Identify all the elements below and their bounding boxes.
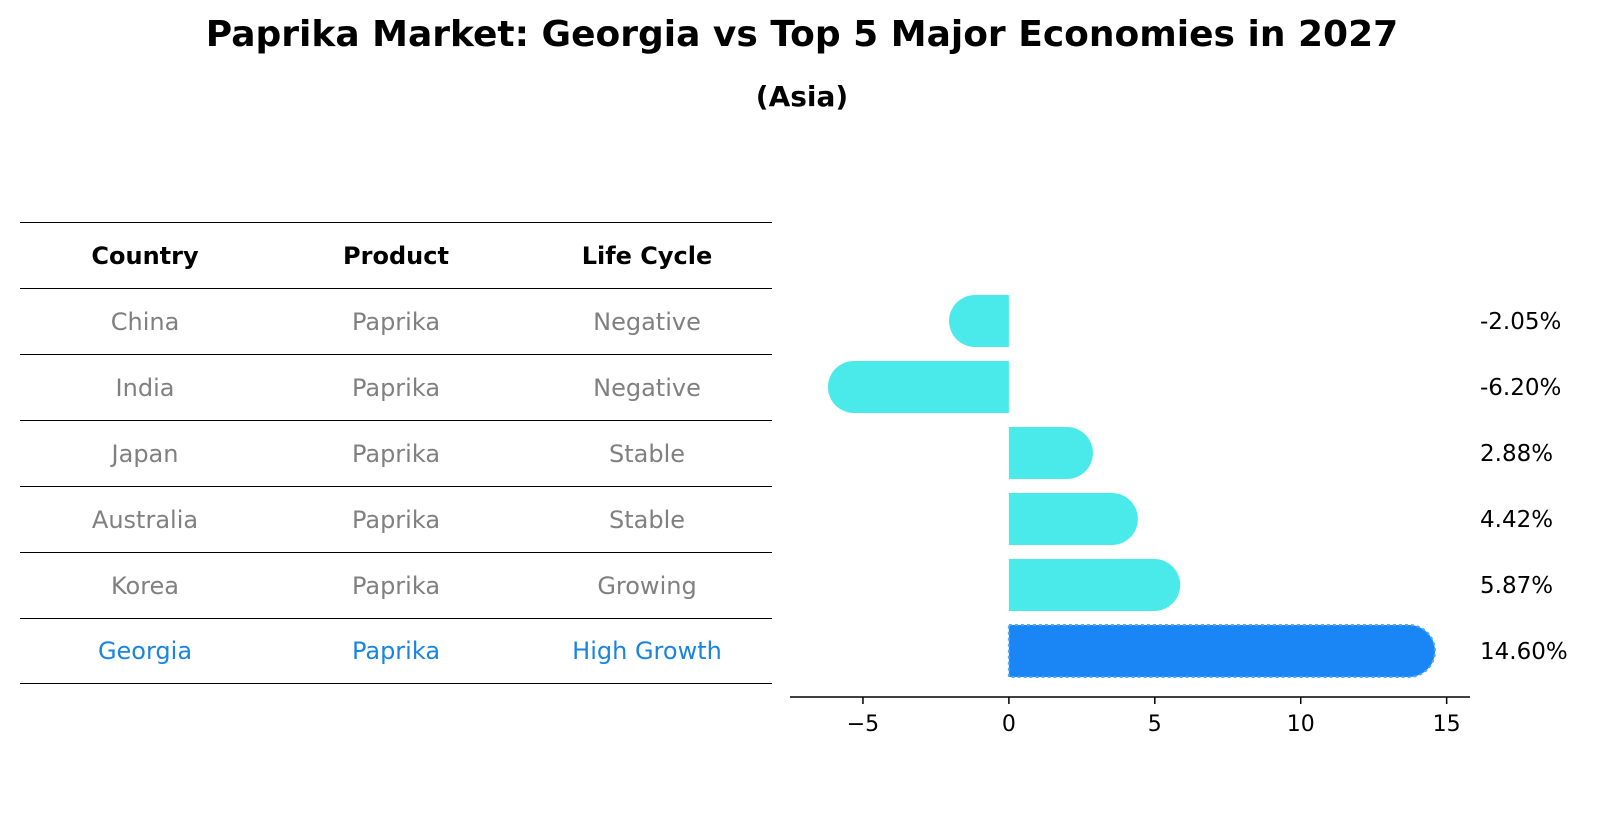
x-tick-label: 15 bbox=[1433, 712, 1461, 737]
cell-country: Georgia bbox=[97, 637, 193, 665]
value-label: 2.88% bbox=[1480, 441, 1553, 467]
x-tick-label: 5 bbox=[1148, 712, 1162, 737]
cell-country: China bbox=[110, 307, 180, 336]
cell-product: Paprika bbox=[351, 439, 441, 468]
table-row-highlight: Georgia Paprika High Growth bbox=[20, 618, 772, 684]
header-country: Country bbox=[91, 241, 199, 270]
cell-product: Paprika bbox=[351, 505, 441, 534]
bar bbox=[1008, 493, 1138, 545]
cell-life-cycle: Negative bbox=[593, 373, 701, 402]
bar bbox=[1008, 427, 1093, 479]
value-label: 5.87% bbox=[1480, 573, 1553, 599]
value-label: -2.05% bbox=[1480, 309, 1561, 335]
bar bbox=[1008, 559, 1181, 611]
table-row: Korea Paprika Growing bbox=[20, 552, 772, 618]
data-table: Country Product Life Cycle China Paprika… bbox=[20, 222, 772, 684]
x-tick-label: −5 bbox=[847, 712, 879, 737]
value-label: 14.60% bbox=[1480, 639, 1568, 665]
table-row: India Paprika Negative bbox=[20, 354, 772, 420]
bar bbox=[949, 295, 1009, 347]
cell-country: Japan bbox=[111, 439, 179, 468]
cell-life-cycle: Stable bbox=[608, 505, 686, 534]
cell-life-cycle: Negative bbox=[593, 307, 701, 336]
value-label: -6.20% bbox=[1480, 375, 1561, 401]
x-tick-label: 0 bbox=[1002, 712, 1016, 737]
cell-product: Paprika bbox=[351, 571, 441, 600]
bar-highlight bbox=[1007, 624, 1436, 678]
cell-life-cycle: High Growth bbox=[572, 637, 722, 665]
cell-country: Korea bbox=[110, 571, 180, 600]
bar bbox=[827, 361, 1009, 413]
header-product: Product bbox=[343, 241, 449, 270]
cell-product: Paprika bbox=[351, 373, 441, 402]
table-row: Australia Paprika Stable bbox=[20, 486, 772, 552]
table-header-row: Country Product Life Cycle bbox=[20, 222, 772, 288]
cell-country: India bbox=[115, 373, 175, 402]
cell-life-cycle: Stable bbox=[608, 439, 686, 468]
table-row: China Paprika Negative bbox=[20, 288, 772, 354]
cell-life-cycle: Growing bbox=[597, 571, 697, 600]
chart-subtitle: (Asia) bbox=[755, 80, 849, 113]
cell-country: Australia bbox=[91, 505, 199, 534]
x-tick-label: 10 bbox=[1287, 712, 1315, 737]
chart-title: Paprika Market: Georgia vs Top 5 Major E… bbox=[205, 14, 1399, 55]
table-row: Japan Paprika Stable bbox=[20, 420, 772, 486]
cell-product: Paprika bbox=[351, 307, 441, 336]
value-label: 4.42% bbox=[1480, 507, 1553, 533]
cell-product: Paprika bbox=[351, 637, 441, 665]
header-life-cycle: Life Cycle bbox=[581, 241, 713, 270]
